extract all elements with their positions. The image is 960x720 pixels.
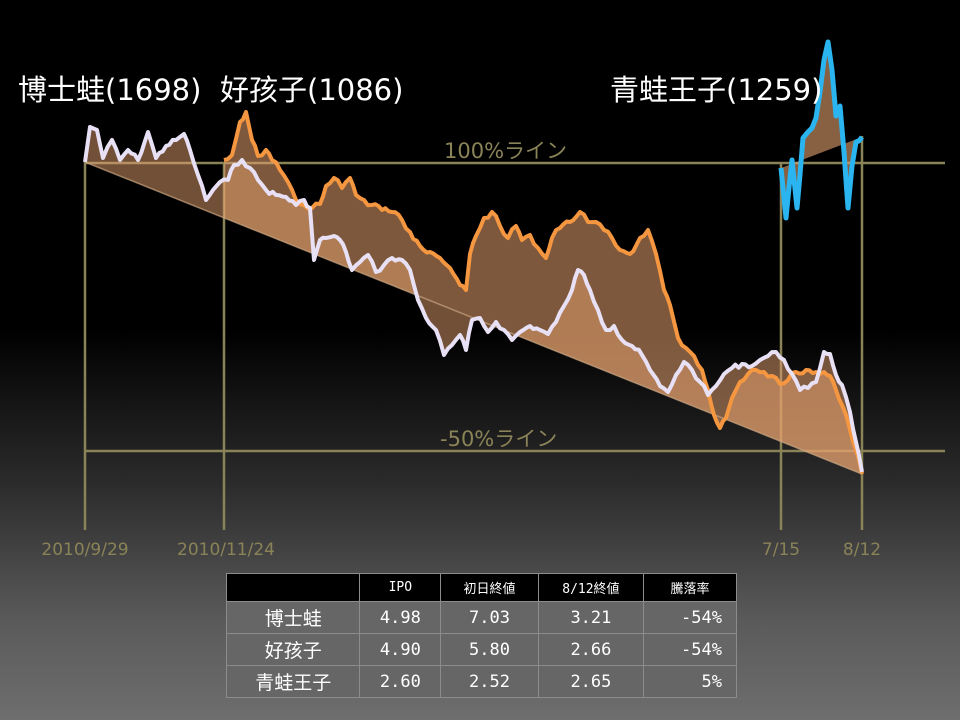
x-tick-label: 2010/11/24 <box>177 540 275 560</box>
table-cell: 2.52 <box>440 665 539 698</box>
series-line-frogprince <box>778 39 864 221</box>
series-line-goodbaby <box>223 110 864 475</box>
table-cell: 5% <box>643 665 737 698</box>
legend-label-goodbaby: 好孩子(1086) <box>220 73 403 107</box>
table-cell: 4.90 <box>359 633 442 666</box>
table-row: 博士蛙 4.98 7.03 3.21 -54% <box>225 601 737 634</box>
table-header-cell: 初日終値 <box>440 573 539 602</box>
x-tick-label: 2010/9/29 <box>41 540 128 560</box>
table-header-cell: 8/12終値 <box>537 573 645 602</box>
series-fill-goodbaby <box>224 112 862 474</box>
table-cell: 7.03 <box>440 601 539 634</box>
series-fill-frogprince <box>781 42 862 218</box>
table-cell-name: 博士蛙 <box>225 601 361 634</box>
table-cell: 3.21 <box>537 601 645 634</box>
table-header-cell: IPO <box>359 573 442 602</box>
table-cell: -54% <box>643 633 737 666</box>
table-row: 青蛙王子 2.60 2.52 2.65 5% <box>225 665 737 698</box>
table-row: 好孩子 4.90 5.80 2.66 -54% <box>225 633 737 666</box>
table-header-cell: 騰落率 <box>643 573 737 602</box>
table-cell: 2.60 <box>359 665 442 698</box>
table-cell: 5.80 <box>440 633 539 666</box>
table-cell-name: 好孩子 <box>225 633 361 666</box>
performance-table: IPO 初日終値 8/12終値 騰落率 博士蛙 4.98 7.03 3.21 -… <box>225 573 737 698</box>
table-cell: 2.65 <box>537 665 645 698</box>
reference-label-100: 100%ライン <box>444 139 567 163</box>
table-cell: -54% <box>643 601 737 634</box>
legend-label-bobdog: 博士蛙(1698) <box>18 73 201 107</box>
series-line-bobdog <box>83 125 864 473</box>
legend-label-frogprince: 青蛙王子(1259) <box>610 73 822 107</box>
x-tick-label: 7/15 <box>762 540 800 560</box>
table-header-row: IPO 初日終値 8/12終値 騰落率 <box>225 573 737 602</box>
reference-label-minus50: -50%ライン <box>440 427 557 451</box>
table-cell: 4.98 <box>359 601 442 634</box>
table-cell: 2.66 <box>537 633 645 666</box>
table-header-cell <box>225 573 361 602</box>
table-cell-name: 青蛙王子 <box>225 665 361 698</box>
x-tick-label: 8/12 <box>843 540 881 560</box>
